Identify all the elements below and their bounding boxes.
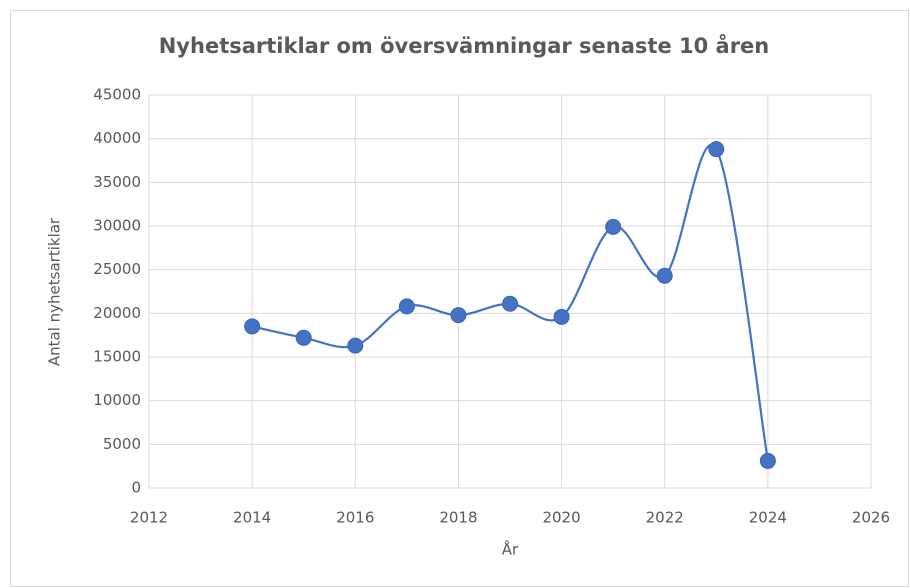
data-point [347, 337, 364, 354]
data-point [708, 141, 725, 158]
y-tick-label: 15000 [93, 348, 141, 366]
y-tick-label: 10000 [93, 391, 141, 409]
data-point [759, 452, 776, 469]
data-point [656, 267, 673, 284]
x-tick-label: 2024 [749, 509, 787, 527]
y-tick-label: 25000 [93, 260, 141, 278]
y-tick-label: 40000 [93, 129, 141, 147]
data-point [605, 218, 622, 235]
x-axis-label: År [502, 540, 519, 559]
data-point [244, 318, 261, 335]
y-tick-label: 30000 [93, 217, 141, 235]
x-tick-label: 2014 [233, 509, 271, 527]
x-tick-label: 2026 [852, 509, 890, 527]
x-tick-label: 2022 [646, 509, 684, 527]
x-tick-label: 2016 [336, 509, 374, 527]
y-tick-label: 45000 [93, 86, 141, 104]
data-point [398, 298, 415, 315]
x-tick-label: 2012 [130, 509, 168, 527]
chart-frame [10, 10, 909, 587]
y-tick-label: 20000 [93, 304, 141, 322]
y-axis-label: Antal nyhetsartiklar [46, 217, 64, 366]
data-point [553, 308, 570, 325]
x-tick-label: 2020 [542, 509, 580, 527]
y-tick-label: 35000 [93, 173, 141, 191]
y-tick-label: 5000 [103, 435, 141, 453]
y-tick-label: 0 [131, 479, 141, 497]
data-point [450, 307, 467, 324]
chart-title: Nyhetsartiklar om översvämningar senaste… [159, 33, 770, 58]
data-point [295, 329, 312, 346]
x-tick-label: 2018 [439, 509, 477, 527]
data-point [502, 295, 518, 312]
